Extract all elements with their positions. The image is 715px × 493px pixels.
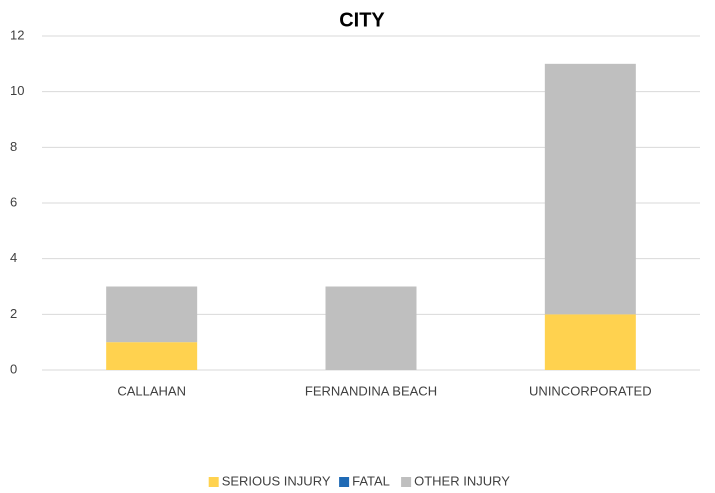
x-tick-label: FERNANDINA BEACH (305, 383, 437, 398)
x-tick-label: UNINCORPORATED (529, 383, 652, 398)
bar-segment (325, 286, 417, 370)
bar-segment (544, 63, 636, 315)
bar-segment (106, 342, 198, 370)
y-tick-label: 12 (10, 27, 24, 42)
x-tick-label: CALLAHAN (117, 383, 186, 398)
legend-label: OTHER INJURY (414, 473, 510, 488)
bar-segment (544, 314, 636, 370)
y-tick-label: 2 (10, 306, 17, 321)
y-tick-label: 0 (10, 361, 17, 376)
y-tick-label: 8 (10, 139, 17, 154)
legend-label: SERIOUS INJURY (222, 473, 331, 488)
legend-swatch (339, 477, 350, 487)
legend-swatch (401, 477, 412, 487)
y-tick-label: 6 (10, 194, 17, 209)
legend-swatch (208, 477, 219, 487)
y-tick-label: 4 (10, 250, 17, 265)
chart-title: CITY (339, 9, 385, 31)
y-tick-label: 10 (10, 83, 24, 98)
bar-segment (106, 286, 198, 343)
legend-label: FATAL (352, 473, 390, 488)
